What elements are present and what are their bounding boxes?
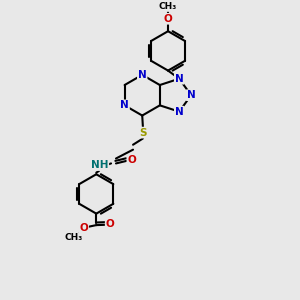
Text: N: N [175, 74, 184, 84]
Text: N: N [120, 100, 129, 110]
Text: O: O [128, 155, 136, 165]
Text: N: N [175, 106, 184, 117]
Text: N: N [187, 90, 196, 100]
Text: S: S [139, 128, 147, 138]
Text: O: O [164, 14, 172, 24]
Text: NH: NH [91, 160, 108, 170]
Text: O: O [106, 220, 114, 230]
Text: CH₃: CH₃ [65, 233, 83, 242]
Text: CH₃: CH₃ [159, 2, 177, 11]
Text: O: O [80, 223, 88, 233]
Text: N: N [138, 70, 147, 80]
